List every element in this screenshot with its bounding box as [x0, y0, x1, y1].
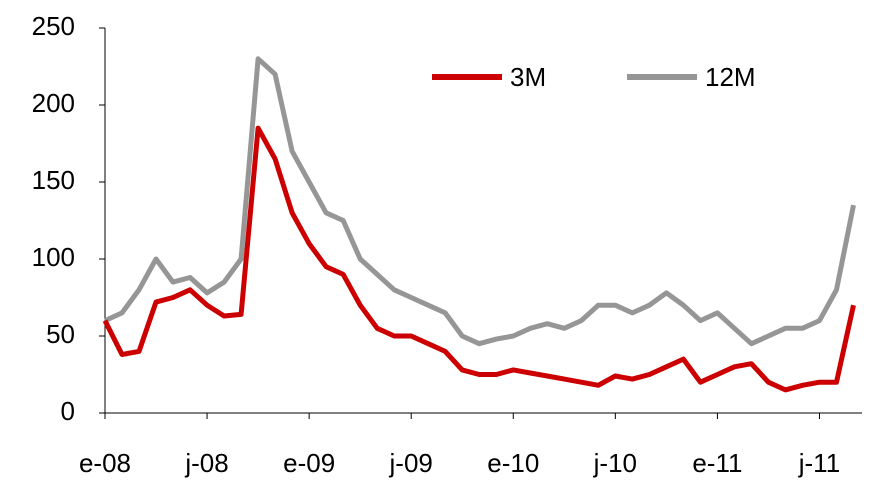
x-tick-label: j-10	[593, 448, 637, 478]
y-tick-label: 50	[46, 319, 75, 349]
line-series	[102, 125, 856, 393]
legend-label: 3M	[510, 62, 546, 92]
x-tick-label: e-09	[283, 448, 335, 478]
line-series	[103, 56, 856, 347]
y-tick-label: 0	[61, 396, 75, 426]
x-tick-label: e-10	[487, 448, 539, 478]
y-tick-label: 150	[32, 165, 75, 195]
y-tick-label: 250	[32, 11, 75, 41]
y-tick-label: 100	[32, 242, 75, 272]
x-tick-label: j-11	[798, 448, 840, 478]
x-tick-label: j-09	[389, 448, 433, 478]
x-tick-label: j-08	[184, 448, 228, 478]
x-tick-label: e-08	[79, 448, 131, 478]
y-tick-label: 200	[32, 88, 75, 118]
legend-label: 12M	[705, 62, 756, 92]
x-tick-label: e-11	[692, 448, 742, 478]
